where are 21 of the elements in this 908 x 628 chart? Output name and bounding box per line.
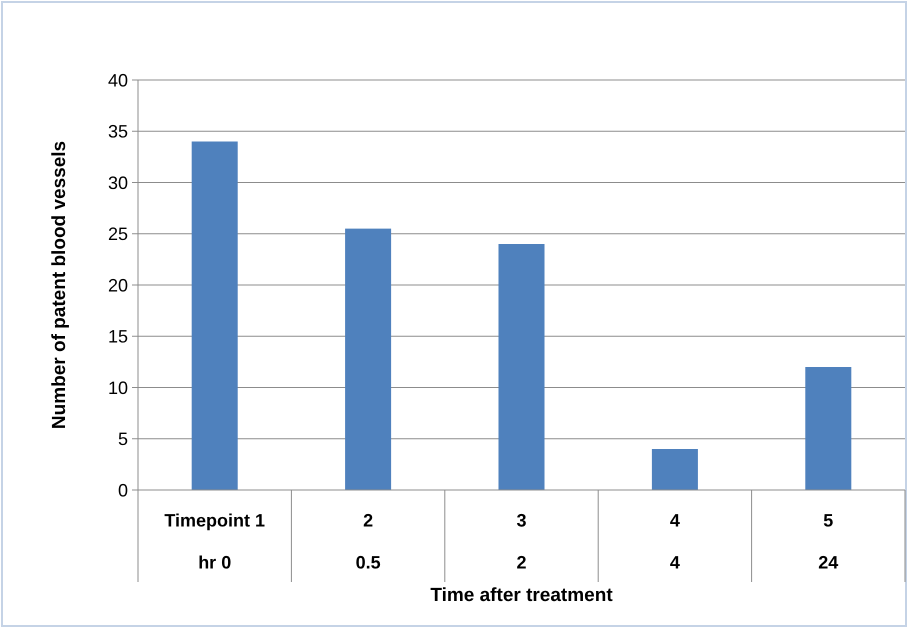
y-tick-label: 0	[118, 480, 128, 500]
y-tick-label: 10	[108, 378, 128, 398]
category-label: 5 24	[818, 510, 838, 572]
y-tick-label: 20	[108, 275, 128, 296]
y-tick-label: 5	[118, 429, 128, 450]
y-axis-title: Number of patent blood vessels	[49, 140, 70, 430]
bar	[345, 228, 392, 490]
y-tick-label: 15	[108, 326, 128, 347]
y-tick-label: 25	[108, 224, 128, 244]
bar	[192, 142, 238, 490]
y-tick-label: 35	[108, 122, 128, 142]
bar	[652, 449, 698, 490]
y-tick-label: 40	[108, 70, 128, 90]
category-label: Timepoint 1 hr 0	[164, 510, 266, 572]
bar	[498, 244, 545, 490]
y-tick-label: 30	[108, 172, 128, 193]
x-axis-title: Time after treatment	[430, 585, 614, 606]
category-label: 2 0.5	[356, 510, 381, 572]
category-label: 4 4	[670, 510, 680, 572]
bar	[805, 367, 852, 490]
category-label: 3 2	[516, 510, 527, 572]
